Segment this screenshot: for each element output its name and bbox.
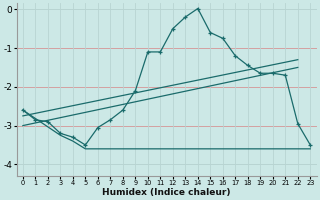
X-axis label: Humidex (Indice chaleur): Humidex (Indice chaleur) — [102, 188, 231, 197]
